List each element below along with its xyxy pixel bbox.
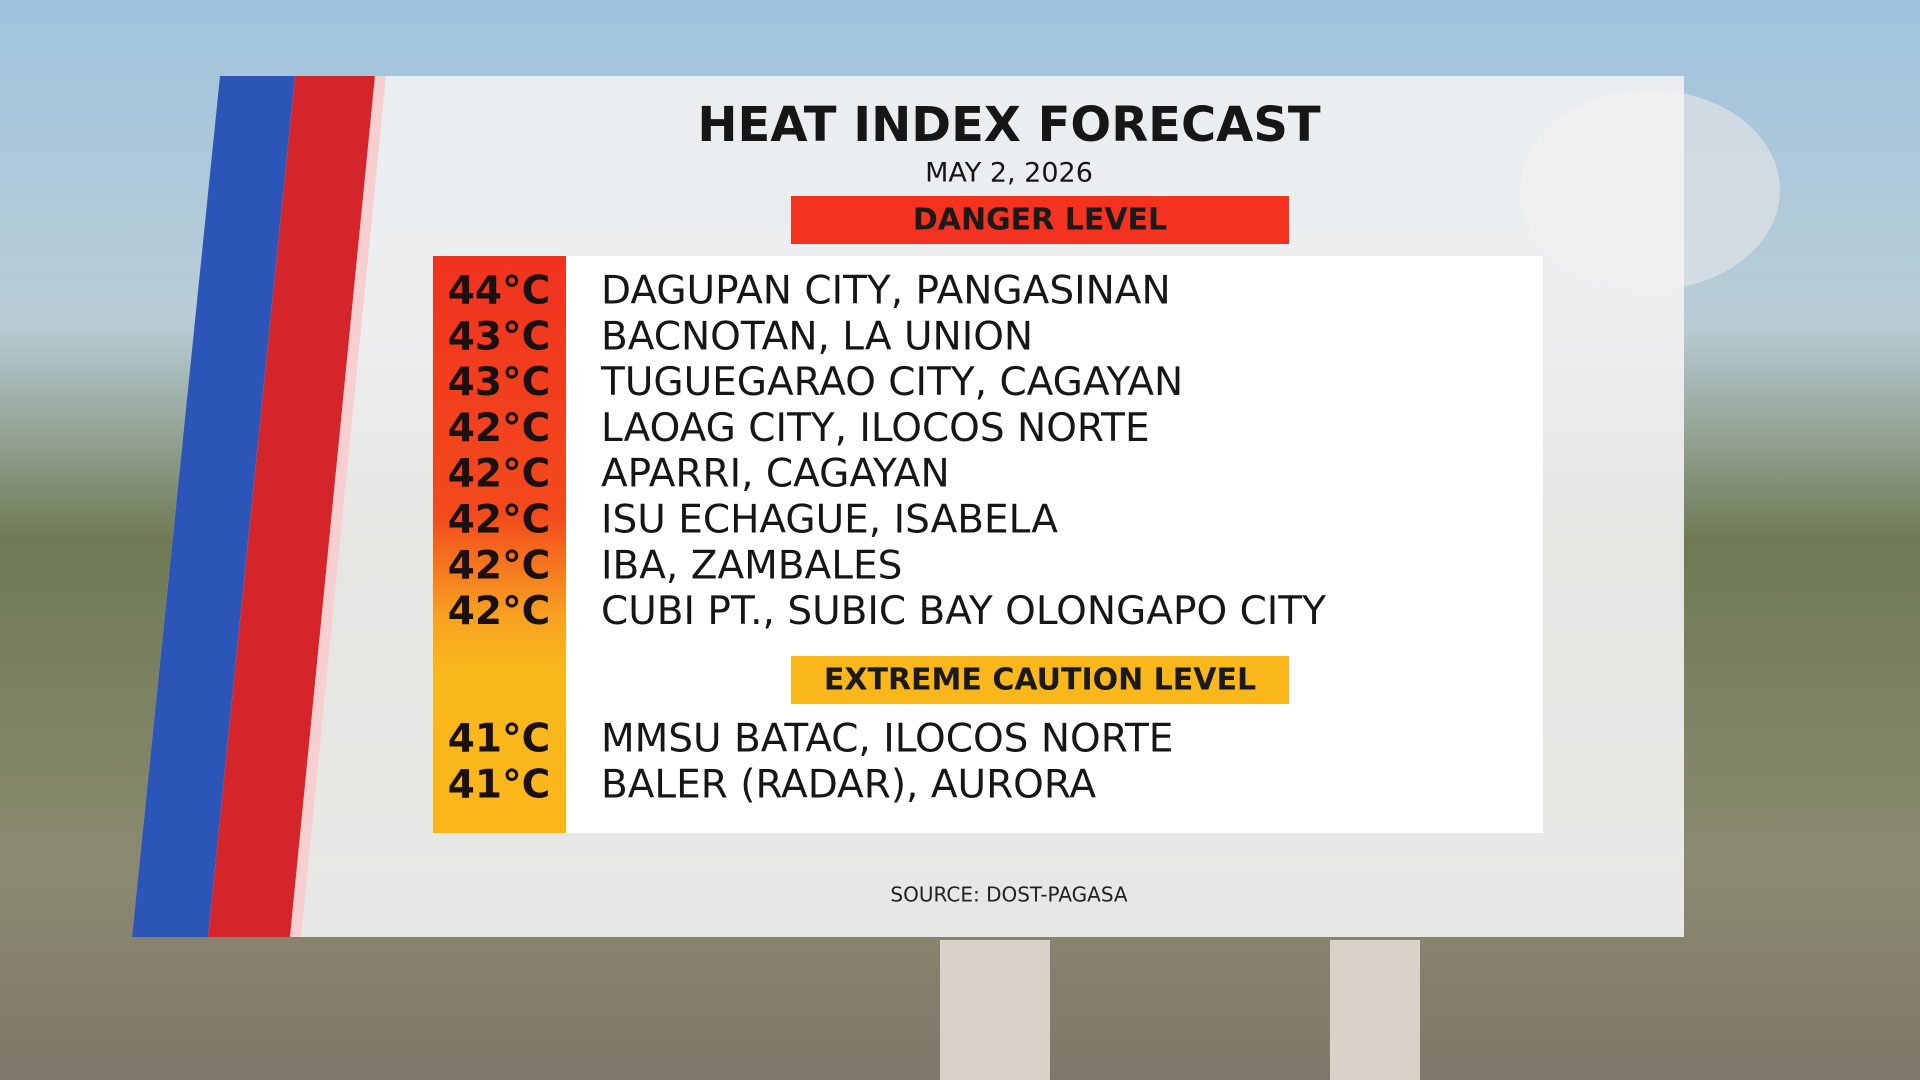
temperature: 44°C xyxy=(448,269,550,314)
location: LAOAG CITY, ILOCOS NORTE xyxy=(601,406,1150,451)
level-label: EXTREME CAUTION LEVEL xyxy=(824,663,1256,698)
location: TUGUEGARAO CITY, CAGAYAN xyxy=(600,360,1183,405)
temperature: 42°C xyxy=(448,543,550,588)
location: IBA, ZAMBALES xyxy=(601,543,902,588)
location: ISU ECHAGUE, ISABELA xyxy=(601,498,1058,543)
temperature: 41°C xyxy=(448,762,550,807)
blue-stripe xyxy=(132,76,295,937)
location: BACNOTAN, LA UNION xyxy=(601,314,1033,359)
background-post xyxy=(940,940,1050,1080)
temperature: 42°C xyxy=(448,498,550,543)
title: HEAT INDEX FORECAST xyxy=(697,97,1321,153)
level-band xyxy=(791,196,1289,244)
location: CUBI PT., SUBIC BAY OLONGAPO CITY xyxy=(601,589,1326,634)
temperature: 42°C xyxy=(448,452,550,497)
date: MAY 2, 2026 xyxy=(925,158,1093,189)
level-label: DANGER LEVEL xyxy=(913,203,1167,238)
temperature: 42°C xyxy=(448,406,550,451)
location: BALER (RADAR), AURORA xyxy=(601,762,1096,807)
location: DAGUPAN CITY, PANGASINAN xyxy=(601,269,1171,314)
source: SOURCE: DOST-PAGASA xyxy=(890,883,1127,907)
red-stripe xyxy=(208,76,375,937)
table-box xyxy=(433,256,1543,833)
temperature: 43°C xyxy=(448,360,550,405)
location: MMSU BATAC, ILOCOS NORTE xyxy=(601,717,1173,762)
temperature: 42°C xyxy=(448,589,550,634)
temperature: 41°C xyxy=(448,717,550,762)
temperature: 43°C xyxy=(448,314,550,359)
background-post xyxy=(1330,940,1420,1080)
location: APARRI, CAGAYAN xyxy=(601,452,950,497)
temp-column xyxy=(433,256,566,833)
light-stripe xyxy=(290,76,386,937)
level-band xyxy=(791,656,1289,704)
